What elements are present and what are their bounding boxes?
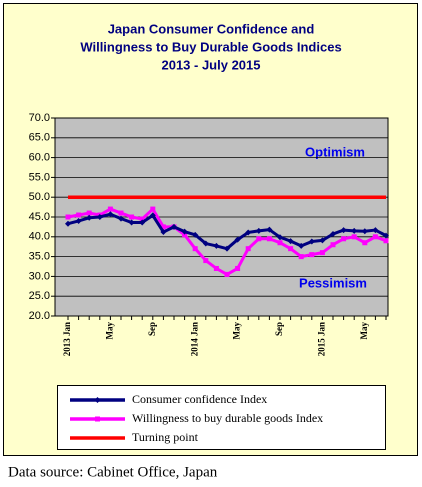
marker (149, 212, 156, 219)
marker (160, 229, 167, 236)
marker (372, 234, 378, 240)
marker (277, 240, 283, 246)
marker (361, 228, 368, 235)
marker (234, 236, 241, 243)
chart-title: Japan Consumer Confidence and (108, 21, 315, 36)
chart-title: Willingness to Buy Durable Goods Indices (80, 39, 341, 54)
marker (202, 240, 209, 247)
legend-label: Consumer confidence Index (132, 392, 267, 406)
y-tick-label: 65.0 (29, 132, 50, 144)
y-tick-label: 70.0 (29, 112, 50, 124)
marker (182, 232, 188, 238)
marker (319, 250, 325, 256)
marker (266, 226, 273, 233)
x-tick-label: May (232, 322, 242, 340)
marker (309, 252, 315, 258)
marker (118, 210, 124, 216)
y-tick-label: 45.0 (29, 211, 50, 223)
y-tick-label: 55.0 (29, 171, 50, 183)
marker (224, 271, 230, 277)
marker (308, 238, 315, 245)
marker (351, 227, 358, 234)
marker (224, 245, 230, 252)
marker (96, 214, 103, 220)
marker (255, 227, 262, 234)
marker (256, 236, 262, 242)
marker (372, 227, 379, 234)
y-tick-label: 25.0 (29, 290, 50, 302)
marker (65, 214, 71, 220)
x-tick-label: May (104, 322, 114, 340)
marker (330, 242, 336, 248)
x-tick-label: 2013 Jan (62, 322, 72, 356)
marker (245, 229, 252, 236)
marker (330, 231, 336, 238)
marker (76, 212, 82, 218)
marker (160, 224, 166, 230)
y-tick-label: 30.0 (29, 270, 50, 282)
marker (245, 246, 251, 252)
marker (383, 232, 389, 239)
chart-title: 2013 - July 2015 (161, 57, 260, 72)
marker (266, 236, 272, 242)
x-tick-label: Sep (147, 322, 157, 336)
marker (129, 214, 135, 220)
annotation: Pessimism (299, 275, 367, 290)
marker (192, 246, 198, 252)
marker (139, 219, 146, 226)
marker (181, 228, 188, 235)
marker (298, 242, 305, 249)
x-tick-label: May (359, 322, 369, 340)
marker (118, 215, 124, 222)
marker (128, 219, 135, 226)
y-tick-label: 50.0 (29, 191, 50, 203)
marker (86, 210, 92, 216)
marker (277, 234, 283, 241)
marker (107, 211, 114, 218)
y-tick-label: 60.0 (29, 152, 50, 164)
marker (298, 254, 304, 260)
annotation: Optimism (305, 144, 365, 159)
marker (192, 231, 199, 238)
marker (288, 246, 294, 252)
marker (235, 265, 241, 271)
marker (362, 240, 368, 246)
x-tick-label: Sep (274, 322, 284, 336)
marker (340, 227, 347, 234)
marker (150, 206, 156, 212)
marker (341, 236, 347, 242)
marker (65, 220, 71, 227)
marker (213, 265, 219, 271)
marker (213, 242, 220, 249)
marker (86, 214, 93, 221)
marker (287, 238, 294, 245)
y-tick-label: 35.0 (29, 251, 50, 263)
legend-label: Turning point (132, 430, 199, 444)
legend-marker (95, 416, 100, 422)
x-tick-label: 2015 Jan (316, 322, 326, 356)
marker (139, 216, 145, 222)
marker (351, 234, 357, 240)
marker (319, 237, 326, 244)
marker (171, 223, 177, 230)
legend-marker (94, 397, 101, 403)
marker (383, 238, 389, 244)
marker (107, 206, 113, 212)
legend-label: Willingness to buy durable goods Index (132, 411, 323, 425)
x-tick-label: 2014 Jan (189, 322, 199, 356)
source-note: Data source: Cabinet Office, Japan (8, 464, 218, 480)
marker (203, 258, 209, 264)
marker (75, 217, 82, 224)
y-tick-label: 20.0 (29, 310, 50, 322)
y-tick-label: 40.0 (29, 231, 50, 243)
